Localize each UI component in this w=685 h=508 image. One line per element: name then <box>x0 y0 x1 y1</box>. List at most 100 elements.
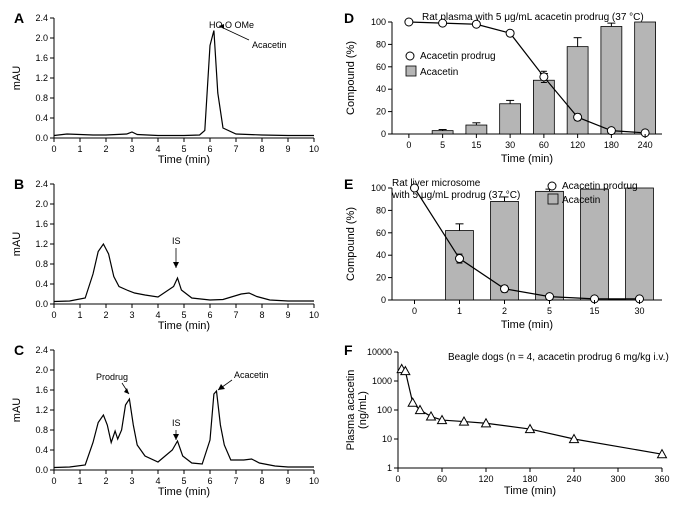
svg-text:1: 1 <box>77 144 82 154</box>
svg-text:IS: IS <box>172 236 181 246</box>
panel-f-title: Beagle dogs (n = 4, acacetin prodrug 6 m… <box>448 352 669 363</box>
svg-text:2.0: 2.0 <box>35 199 48 209</box>
svg-text:30: 30 <box>634 306 644 316</box>
panel-c-ylabel: mAU <box>11 398 23 423</box>
svg-text:5: 5 <box>440 140 445 150</box>
svg-text:5: 5 <box>181 144 186 154</box>
figure-grid: A 012345678910 0.00.40.81.21.62.02.4 Aca… <box>8 8 677 500</box>
svg-text:1: 1 <box>457 306 462 316</box>
svg-text:2: 2 <box>502 306 507 316</box>
svg-text:1: 1 <box>77 476 82 486</box>
svg-text:10000: 10000 <box>367 347 392 357</box>
svg-text:4: 4 <box>155 144 160 154</box>
svg-text:100: 100 <box>377 405 392 415</box>
svg-text:240: 240 <box>566 474 581 484</box>
svg-text:60: 60 <box>539 140 549 150</box>
svg-text:0: 0 <box>51 144 56 154</box>
panel-e: E Rat liver microsome with 5 μg/mL prodr… <box>338 174 678 334</box>
svg-text:0: 0 <box>51 310 56 320</box>
panel-e-xticks: 01251530 <box>412 300 645 316</box>
svg-text:60: 60 <box>437 474 447 484</box>
panel-d-xlabel: Time (min) <box>501 153 553 165</box>
svg-text:15: 15 <box>471 140 481 150</box>
svg-text:0: 0 <box>406 140 411 150</box>
panel-a-xticks: 012345678910 <box>51 138 319 154</box>
svg-text:10: 10 <box>309 310 319 320</box>
svg-text:Acacetin prodrug: Acacetin prodrug <box>420 51 496 62</box>
panel-f-xticks: 060120180240300360 <box>395 468 669 484</box>
svg-text:10: 10 <box>309 476 319 486</box>
svg-text:1.6: 1.6 <box>35 219 48 229</box>
svg-text:300: 300 <box>610 474 625 484</box>
svg-text:4: 4 <box>155 476 160 486</box>
svg-text:60: 60 <box>376 228 386 238</box>
panel-d-ylabel: Compound (%) <box>345 41 357 115</box>
panel-c-label: C <box>14 342 24 358</box>
svg-text:20: 20 <box>376 107 386 117</box>
panel-c-trace <box>54 391 314 468</box>
svg-text:1: 1 <box>77 310 82 320</box>
panel-c-xlabel: Time (min) <box>158 486 210 498</box>
svg-text:180: 180 <box>522 474 537 484</box>
svg-text:0.8: 0.8 <box>35 93 48 103</box>
panel-e-title2: with 5 μg/mL prodrug (37 °C) <box>391 190 520 201</box>
svg-text:Acacetin: Acacetin <box>234 370 269 380</box>
svg-text:4: 4 <box>155 310 160 320</box>
panel-a-ylabel: mAU <box>11 66 23 91</box>
svg-text:10: 10 <box>382 434 392 444</box>
svg-text:30: 30 <box>505 140 515 150</box>
svg-text:360: 360 <box>654 474 669 484</box>
panel-c: C 012345678910 0.00.40.81.21.62.02.4 Pro… <box>8 340 328 500</box>
panel-a-yticks: 0.00.40.81.21.62.02.4 <box>35 13 54 143</box>
svg-text:60: 60 <box>376 62 386 72</box>
panel-b: B 012345678910 0.00.40.81.21.62.02.4 IS … <box>8 174 328 334</box>
svg-text:Acacetin: Acacetin <box>420 67 458 78</box>
svg-text:0: 0 <box>381 295 386 305</box>
panel-f: F Beagle dogs (n = 4, acacetin prodrug 6… <box>338 340 678 500</box>
panel-d-label: D <box>344 10 354 26</box>
svg-text:40: 40 <box>376 84 386 94</box>
panel-d-xticks: 0 5 15 30 60 120 180 240 <box>406 134 652 150</box>
svg-text:9: 9 <box>285 476 290 486</box>
svg-text:7: 7 <box>233 144 238 154</box>
svg-text:120: 120 <box>478 474 493 484</box>
svg-text:2: 2 <box>103 476 108 486</box>
panel-c-xticks: 012345678910 <box>51 470 319 486</box>
svg-text:0.8: 0.8 <box>35 425 48 435</box>
svg-text:2.0: 2.0 <box>35 33 48 43</box>
svg-text:120: 120 <box>570 140 585 150</box>
svg-text:7: 7 <box>233 476 238 486</box>
panel-b-annot: IS <box>172 236 181 268</box>
svg-text:1.2: 1.2 <box>35 73 48 83</box>
panel-f-label: F <box>344 342 353 358</box>
svg-text:Acacetin prodrug: Acacetin prodrug <box>562 181 638 192</box>
svg-text:5: 5 <box>547 306 552 316</box>
svg-text:100: 100 <box>371 183 386 193</box>
svg-text:6: 6 <box>207 476 212 486</box>
panel-e-yticks: 020406080100 <box>371 183 392 305</box>
panel-a-xlabel: Time (min) <box>158 154 210 166</box>
svg-text:6: 6 <box>207 144 212 154</box>
panel-e-xlabel: Time (min) <box>501 319 553 331</box>
svg-text:240: 240 <box>638 140 653 150</box>
svg-text:0.0: 0.0 <box>35 465 48 475</box>
svg-text:0.8: 0.8 <box>35 259 48 269</box>
panel-b-xticks: 012345678910 <box>51 304 319 320</box>
svg-text:180: 180 <box>604 140 619 150</box>
svg-text:2.4: 2.4 <box>35 13 48 23</box>
svg-text:Acacetin: Acacetin <box>252 40 287 50</box>
svg-text:0: 0 <box>381 129 386 139</box>
svg-text:8: 8 <box>259 144 264 154</box>
panel-f-xlabel: Time (min) <box>504 485 556 497</box>
svg-text:40: 40 <box>376 250 386 260</box>
panel-c-yticks: 0.00.40.81.21.62.02.4 <box>35 345 54 475</box>
svg-text:HO O OMe: HO O OMe <box>209 20 254 30</box>
svg-text:10: 10 <box>309 144 319 154</box>
svg-text:2: 2 <box>103 310 108 320</box>
svg-text:80: 80 <box>376 39 386 49</box>
svg-text:1.6: 1.6 <box>35 53 48 63</box>
panel-e-bars <box>446 188 654 300</box>
panel-f-ylabel: Plasma acacetin <box>345 370 357 451</box>
svg-text:2.4: 2.4 <box>35 345 48 355</box>
svg-text:IS: IS <box>172 418 181 428</box>
